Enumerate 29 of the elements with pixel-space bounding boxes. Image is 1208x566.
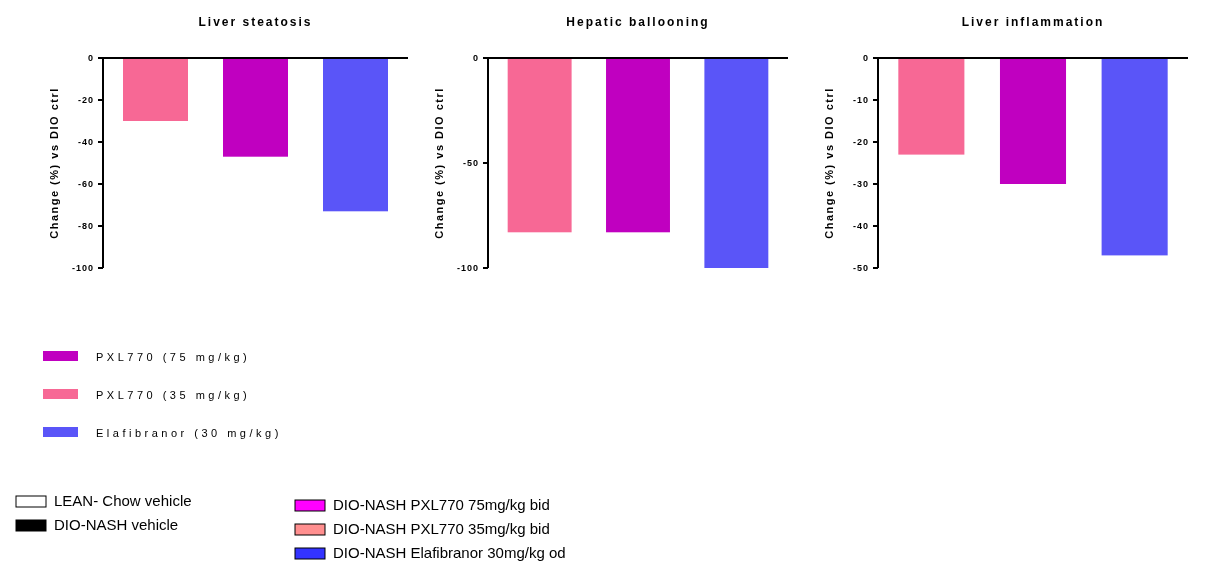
text: DIO-NASH PXL770 75mg/kg bid: [333, 496, 550, 513]
y-tick-label: 0: [862, 53, 869, 64]
text: DIO-NASH vehicle: [54, 516, 179, 533]
legend-label: PXL770 (35 mg/kg): [96, 389, 251, 401]
chart-title: Liver inflammation: [961, 15, 1105, 29]
y-tick-label: -80: [77, 221, 94, 232]
y-tick-label: -50: [462, 158, 479, 169]
y-tick-label: -10: [852, 95, 869, 106]
y-tick-label: -30: [852, 179, 869, 190]
text: LEAN- Chow vehicle: [54, 492, 192, 509]
y-axis-title: Change (%) vs DIO ctrl: [48, 87, 60, 239]
text: DIO-NASH PXL770 35mg/kg bid: [333, 520, 550, 537]
y-tick-label: -50: [852, 263, 869, 274]
y-tick-label: -40: [852, 221, 869, 232]
y-tick-label: -100: [456, 263, 479, 274]
y-tick-label: -100: [71, 263, 94, 274]
y-axis-title: Change (%) vs DIO ctrl: [823, 87, 835, 239]
legend-label: PXL770 (75 mg/kg): [96, 351, 251, 363]
y-tick-label: 0: [472, 53, 479, 64]
y-tick-label: -20: [852, 137, 869, 148]
legend-label: Elafibranor (30 mg/kg): [96, 427, 282, 439]
y-axis-title: Change (%) vs DIO ctrl: [433, 87, 445, 239]
y-tick-label: -20: [77, 95, 94, 106]
y-tick-label: 0: [87, 53, 94, 64]
y-tick-label: -40: [77, 137, 94, 148]
y-tick-label: -60: [77, 179, 94, 190]
text: DIO-NASH Elafibranor 30mg/kg od: [333, 544, 566, 561]
chart-title: Hepatic ballooning: [566, 15, 710, 29]
chart-title: Liver steatosis: [198, 15, 313, 29]
